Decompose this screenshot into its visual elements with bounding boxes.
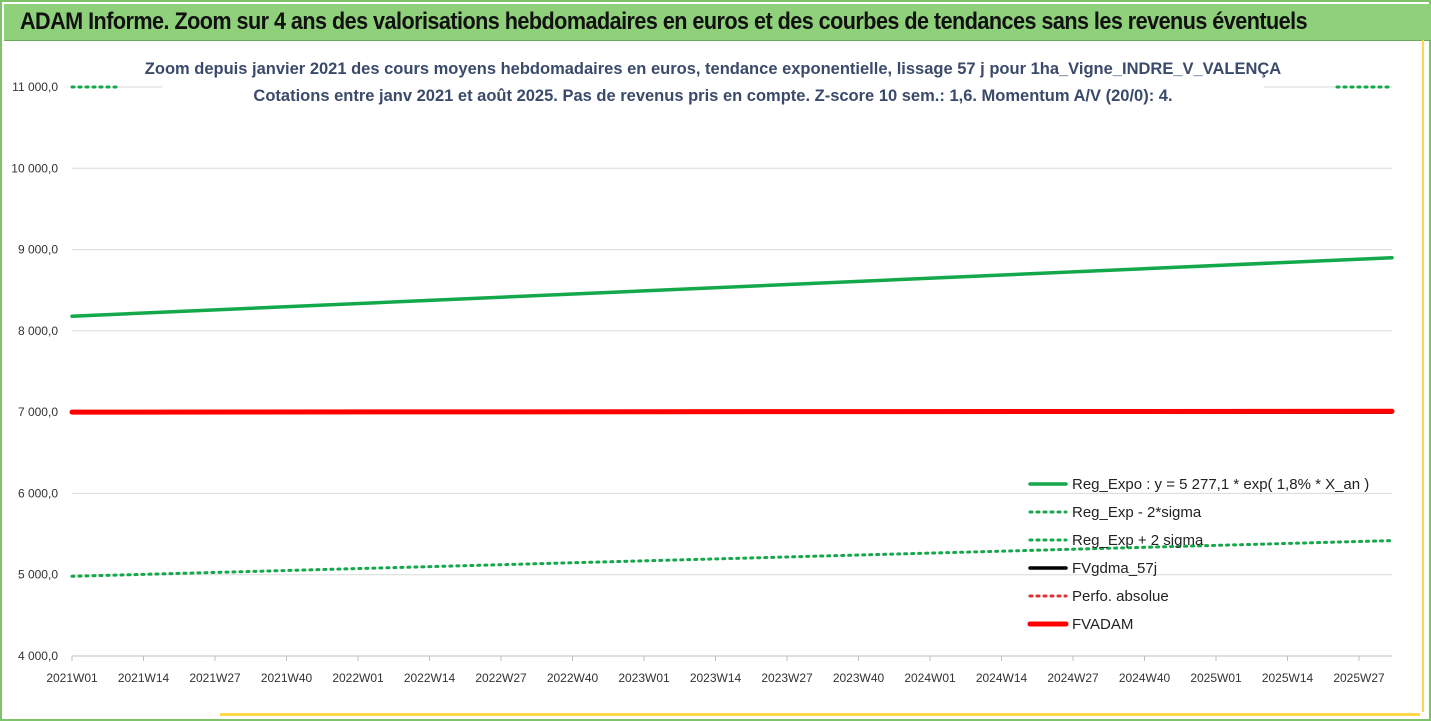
- y-tick-label: 10 000,0: [11, 161, 58, 175]
- report-banner: ADAM Informe. Zoom sur 4 ans des valoris…: [4, 4, 1431, 41]
- x-tick-label: 2022W14: [404, 671, 456, 685]
- line-chart: 11 000,0 10 000,0 9 000,0 8 000,0 7 000,0 6 0…: [11, 52, 1395, 685]
- y-tick-label: 9 000,0: [18, 243, 58, 257]
- chart-subtitle: Cotations entre janv 2021 et août 2025. …: [253, 87, 1172, 105]
- x-tick-label: 2024W14: [976, 671, 1028, 685]
- y-tick-label: 5 000,0: [18, 568, 58, 582]
- x-tick-label: 2023W01: [618, 671, 670, 685]
- x-tick-label: 2025W14: [1262, 671, 1314, 685]
- x-tick-label: 2022W01: [332, 671, 384, 685]
- banner-title: ADAM Informe. Zoom sur 4 ans des valoris…: [20, 8, 1308, 35]
- bottom-edge-accent: [220, 713, 1420, 716]
- x-tick-label: 2024W27: [1047, 671, 1099, 685]
- x-tick-label: 2025W01: [1190, 671, 1242, 685]
- series-line-fvadam: [69, 408, 1395, 415]
- legend-entry: Reg_Expo : y = 5 277,1 * exp( 1,8% * X_a…: [1072, 476, 1369, 493]
- x-tick-label: 2021W40: [261, 671, 313, 685]
- x-tick-label: 2025W27: [1333, 671, 1385, 685]
- y-tick-label: 6 000,0: [18, 486, 58, 500]
- series-line-reg-expo-y-5-277-1-exp-1-8-x-an-: [70, 255, 1394, 318]
- right-edge-accent: [1422, 40, 1424, 712]
- series-line-reg-exp-2-sigma: [70, 539, 1394, 578]
- legend-entry: Reg_Exp - 2*sigma: [1072, 504, 1202, 521]
- x-tick-label: 2023W40: [833, 671, 885, 685]
- y-axis: 11 000,0 10 000,0 9 000,0 8 000,0 7 000,0 6 0…: [11, 80, 58, 663]
- x-tick-label: 2023W27: [761, 671, 813, 685]
- x-tick-label: 2024W01: [904, 671, 956, 685]
- x-tick-label: 2022W27: [475, 671, 527, 685]
- legend-entry: Perfo. absolue: [1072, 588, 1169, 605]
- chart-title: Zoom depuis janvier 2021 des cours moyen…: [145, 60, 1282, 78]
- legend-entry: FVADAM: [1072, 616, 1133, 633]
- x-tick-label: 2021W01: [46, 671, 98, 685]
- legend: Reg_Expo : y = 5 277,1 * exp( 1,8% * X_a…: [1027, 476, 1369, 633]
- title-backdrop: [162, 52, 1264, 112]
- x-tick-label: 2023W14: [690, 671, 742, 685]
- legend-entry: Reg_Exp + 2 sigma: [1072, 532, 1204, 549]
- x-tick-label: 2021W14: [118, 671, 170, 685]
- x-tick-label: 2024W40: [1119, 671, 1171, 685]
- y-tick-label: 8 000,0: [18, 324, 58, 338]
- y-tick-label: 4 000,0: [18, 649, 58, 663]
- x-tick-label: 2021W27: [189, 671, 241, 685]
- legend-entry: FVgdma_57j: [1072, 560, 1157, 577]
- x-axis: 2021W01 2021W14 2021W27 2021W40 2022W01 2022W…: [46, 656, 1385, 685]
- y-tick-label: 7 000,0: [18, 405, 58, 419]
- x-tick-label: 2022W40: [547, 671, 599, 685]
- y-tick-label: 11 000,0: [12, 80, 58, 94]
- series-lines: [69, 85, 1395, 578]
